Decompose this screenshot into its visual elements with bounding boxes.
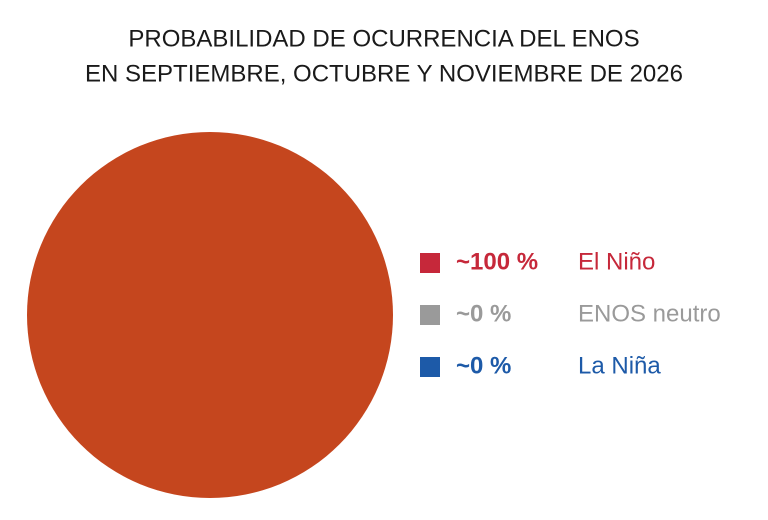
value-label: ~100 % — [456, 248, 538, 275]
legend-label: El Niño — [578, 248, 655, 275]
pie-slice — [27, 132, 393, 498]
legend-swatch — [420, 305, 440, 325]
value-label: ~0 % — [456, 352, 511, 379]
value-label: ~0 % — [456, 300, 511, 327]
chart-title: EN SEPTIEMBRE, OCTUBRE Y NOVIEMBRE DE 20… — [85, 60, 683, 87]
legend-swatch — [420, 253, 440, 273]
legend-label: ENOS neutro — [578, 300, 721, 327]
legend-swatch — [420, 357, 440, 377]
chart-title: PROBABILIDAD DE OCURRENCIA DEL ENOS — [128, 25, 639, 52]
legend-label: La Niña — [578, 352, 661, 379]
